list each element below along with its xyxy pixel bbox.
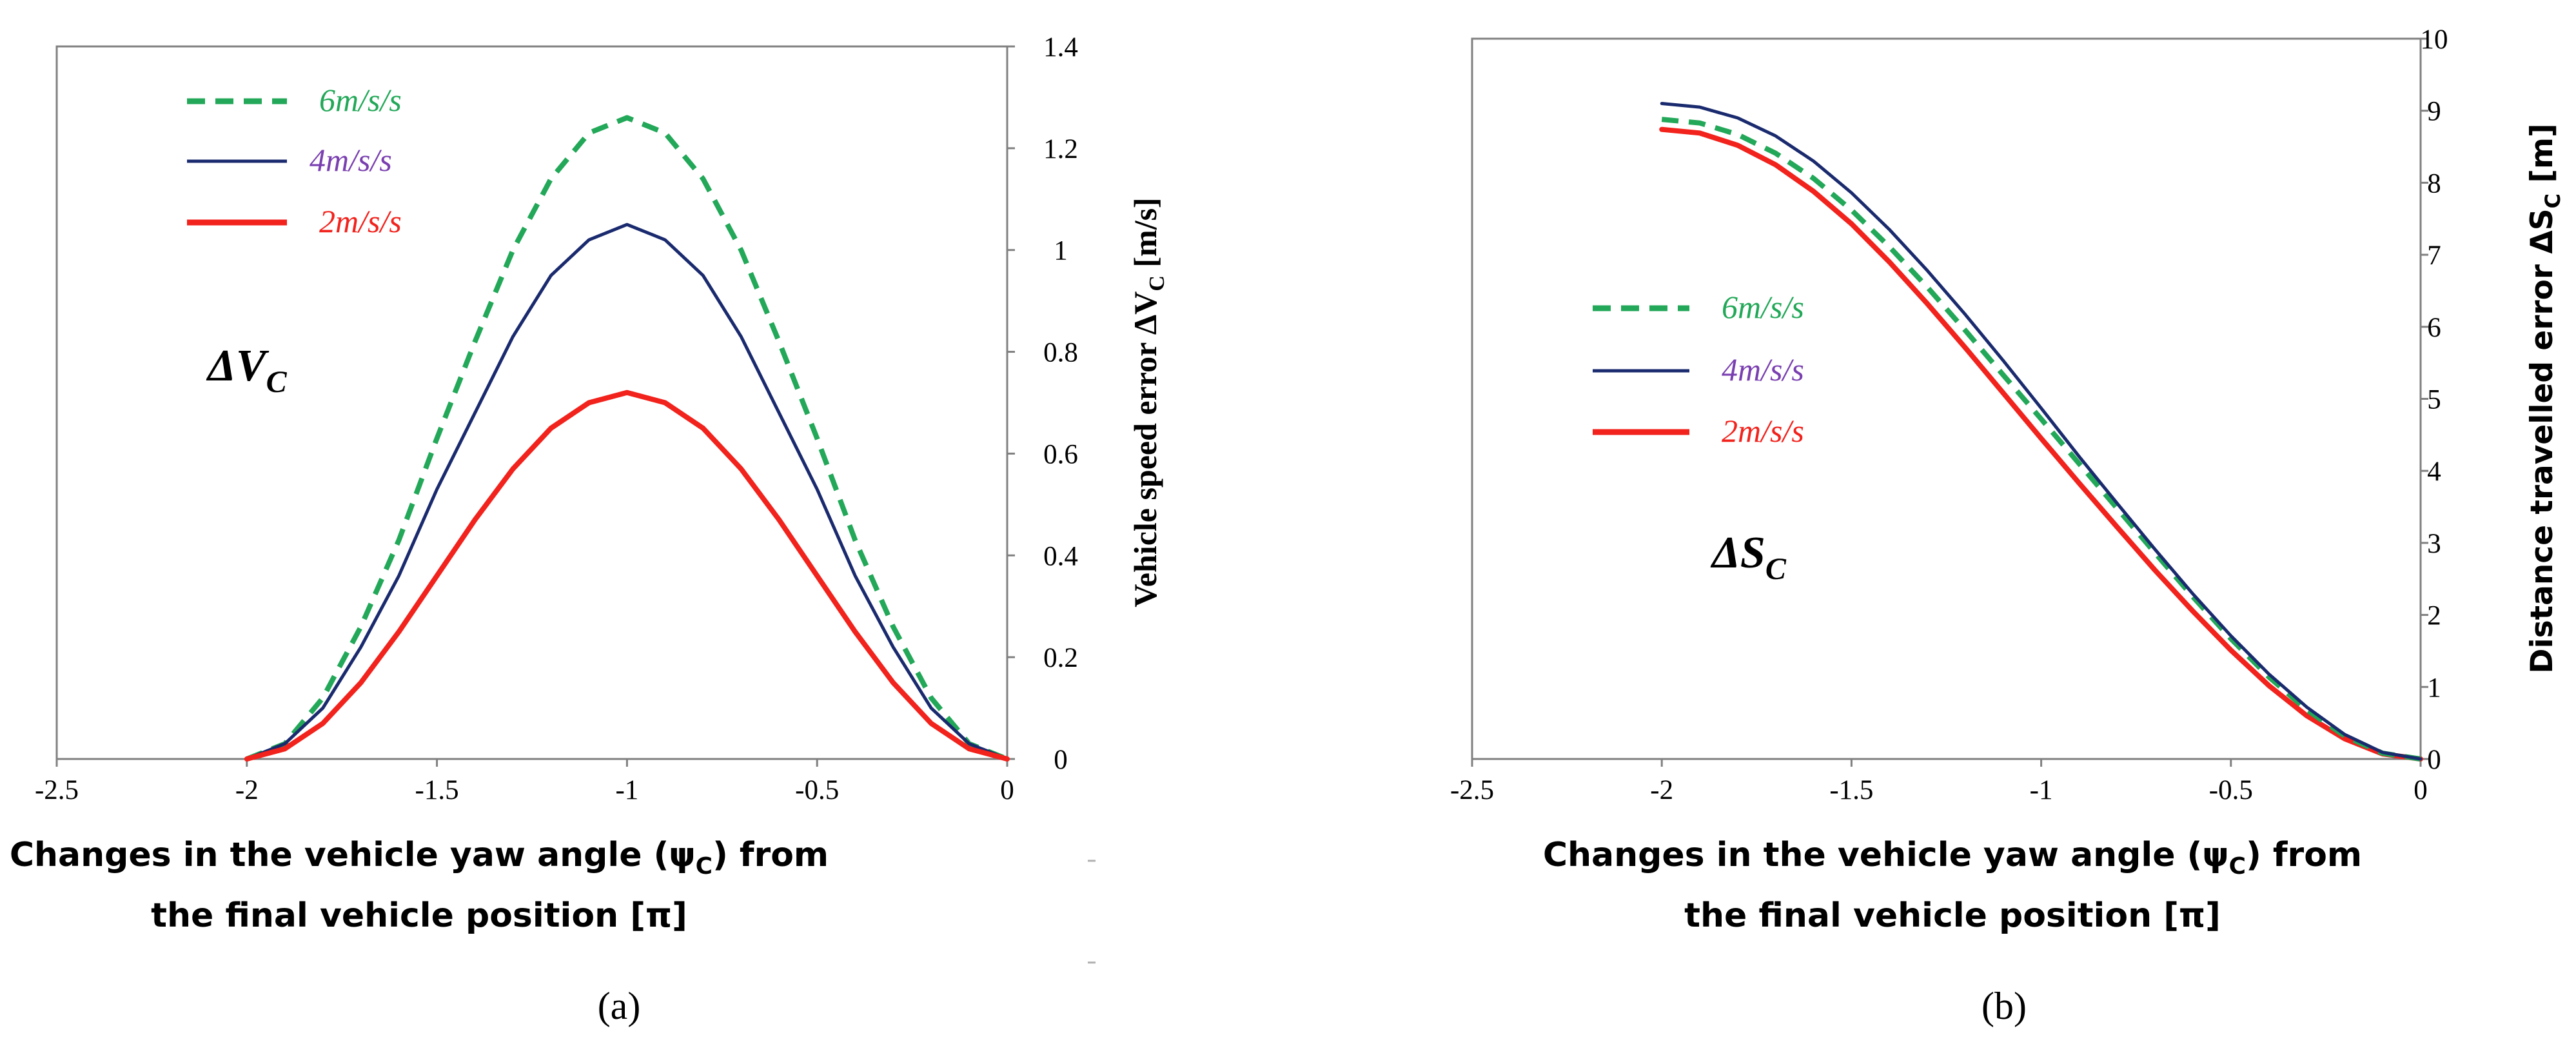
series-line-6 — [1661, 117, 2421, 762]
y-tick-label: 7 — [2427, 241, 2441, 271]
y-tick-label: 0 — [2427, 745, 2441, 775]
y-tick-label: 1 — [1054, 236, 1068, 266]
panel-b: -2.5 -2 -1.5 -1 -0.5 0 0 1 2 3 4 5 6 7 8 9 10 6m/s/s 4m… — [1450, 25, 2565, 1027]
panel-b-annotation: ΔSC — [1710, 528, 1787, 586]
y-tick-label: 0.2 — [1043, 643, 1078, 673]
panel-b-x-ticks: -2.5 -2 -1.5 -1 -0.5 0 — [1450, 759, 2428, 805]
y-tick-label: 0.8 — [1043, 338, 1078, 368]
series-line-2 — [244, 389, 1010, 762]
panel-a-x-ticks: -2.5 -2 -1.5 -1 -0.5 0 — [35, 759, 1014, 805]
y-tick-label: 6 — [2427, 313, 2441, 343]
x-tick-label: -2 — [1650, 775, 1673, 805]
panel-a-y-label: Vehicle speed error ΔVC [m/s] — [1127, 197, 1169, 607]
panel-b-plot-area — [1471, 37, 2422, 760]
series-line-4 — [1660, 102, 2423, 761]
panel-a-annotation: ΔVC — [206, 341, 288, 399]
panel-b-y-label: Distance travelled error ΔSC [m] — [2524, 124, 2565, 674]
panel-a-caption: (a) — [598, 985, 641, 1027]
series-line-6 — [246, 115, 1008, 762]
panel-a: -2.5 -2 -1.5 -1 -0.5 0 0 0.2 0.4 0.6 0.8 1 1.2 1.4 6… — [10, 32, 1169, 1027]
x-tick-label: -0.5 — [2209, 775, 2253, 805]
panel-a-plot-area — [55, 45, 1008, 760]
series-line-2 — [1659, 126, 2423, 762]
y-tick-label: 0.4 — [1043, 541, 1078, 571]
panel-a-series — [244, 115, 1010, 762]
x-tick-label: -2.5 — [35, 775, 79, 805]
y-tick-label: 10 — [2421, 25, 2448, 55]
legend-label-2: 2m/s/s — [319, 203, 402, 239]
panel-a-x-label-line2: the final vehicle position [π] — [151, 896, 687, 935]
legend-label-4: 4m/s/s — [1722, 351, 1804, 388]
panel-b-legend: 6m/s/s 4m/s/s 2m/s/s — [1593, 289, 1804, 449]
panel-a-x-label-line1: Changes in the vehicle yaw angle (ψC) fr… — [10, 836, 829, 880]
y-tick-label: 4 — [2427, 457, 2441, 487]
legend-label-2: 2m/s/s — [1722, 413, 1804, 449]
x-tick-label: -1 — [2030, 775, 2053, 805]
panel-b-series — [1659, 102, 2423, 762]
legend-label-6: 6m/s/s — [1722, 289, 1804, 325]
panel-b-caption: (b) — [1981, 985, 2027, 1027]
y-tick-label: 8 — [2427, 168, 2441, 199]
y-tick-label: 1 — [2427, 673, 2441, 703]
y-tick-label: 2 — [2427, 601, 2441, 631]
y-tick-label: 1.2 — [1043, 134, 1078, 164]
series-line-4 — [245, 222, 1009, 761]
x-tick-label: -1.5 — [415, 775, 459, 805]
panel-b-x-label-line2: the final vehicle position [π] — [1684, 896, 2221, 935]
panel-a-y-ticks: 0 0.2 0.4 0.6 0.8 1 1.2 1.4 — [1007, 32, 1096, 964]
y-tick-label: 9 — [2427, 97, 2441, 127]
panel-b-x-label-line1: Changes in the vehicle yaw angle (ψC) fr… — [1543, 836, 2362, 880]
x-tick-label: 0 — [1000, 775, 1014, 805]
y-tick-label: 3 — [2427, 529, 2441, 559]
x-tick-label: -1 — [615, 775, 638, 805]
x-tick-label: -0.5 — [795, 775, 839, 805]
y-tick-label: 0.6 — [1043, 439, 1078, 469]
panel-b-y-ticks: 0 1 2 3 4 5 6 7 8 9 10 — [2421, 25, 2448, 775]
legend-label-4: 4m/s/s — [310, 142, 392, 178]
x-tick-label: 0 — [2414, 775, 2428, 805]
x-tick-label: -2 — [235, 775, 259, 805]
legend-label-6: 6m/s/s — [319, 82, 402, 118]
y-tick-label: 1.4 — [1043, 32, 1078, 63]
x-tick-label: -2.5 — [1450, 775, 1494, 805]
y-tick-label: 5 — [2427, 385, 2441, 415]
y-tick-label: 0 — [1054, 745, 1068, 775]
panel-a-legend: 6m/s/s 4m/s/s 2m/s/s — [187, 82, 402, 239]
x-tick-label: -1.5 — [1829, 775, 1873, 805]
